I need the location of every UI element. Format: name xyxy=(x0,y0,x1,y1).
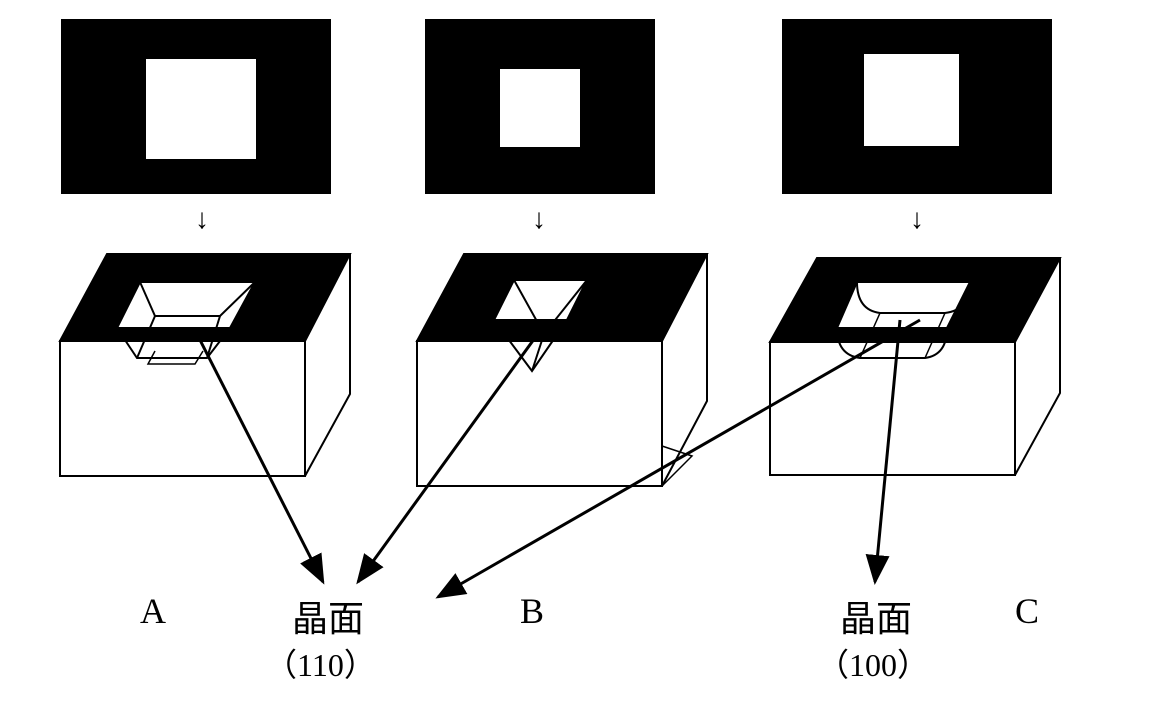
label-plane100-top: 晶面 xyxy=(840,590,912,642)
label-plane100-bottom: （100） xyxy=(817,640,929,686)
label-plane110-bottom: （110） xyxy=(265,640,376,686)
label-plane110-top: 晶面 xyxy=(292,590,364,642)
label-b: B xyxy=(520,590,544,632)
label-c: C xyxy=(1015,590,1039,632)
pointer-arrows xyxy=(0,0,1156,714)
label-a: A xyxy=(140,590,166,632)
